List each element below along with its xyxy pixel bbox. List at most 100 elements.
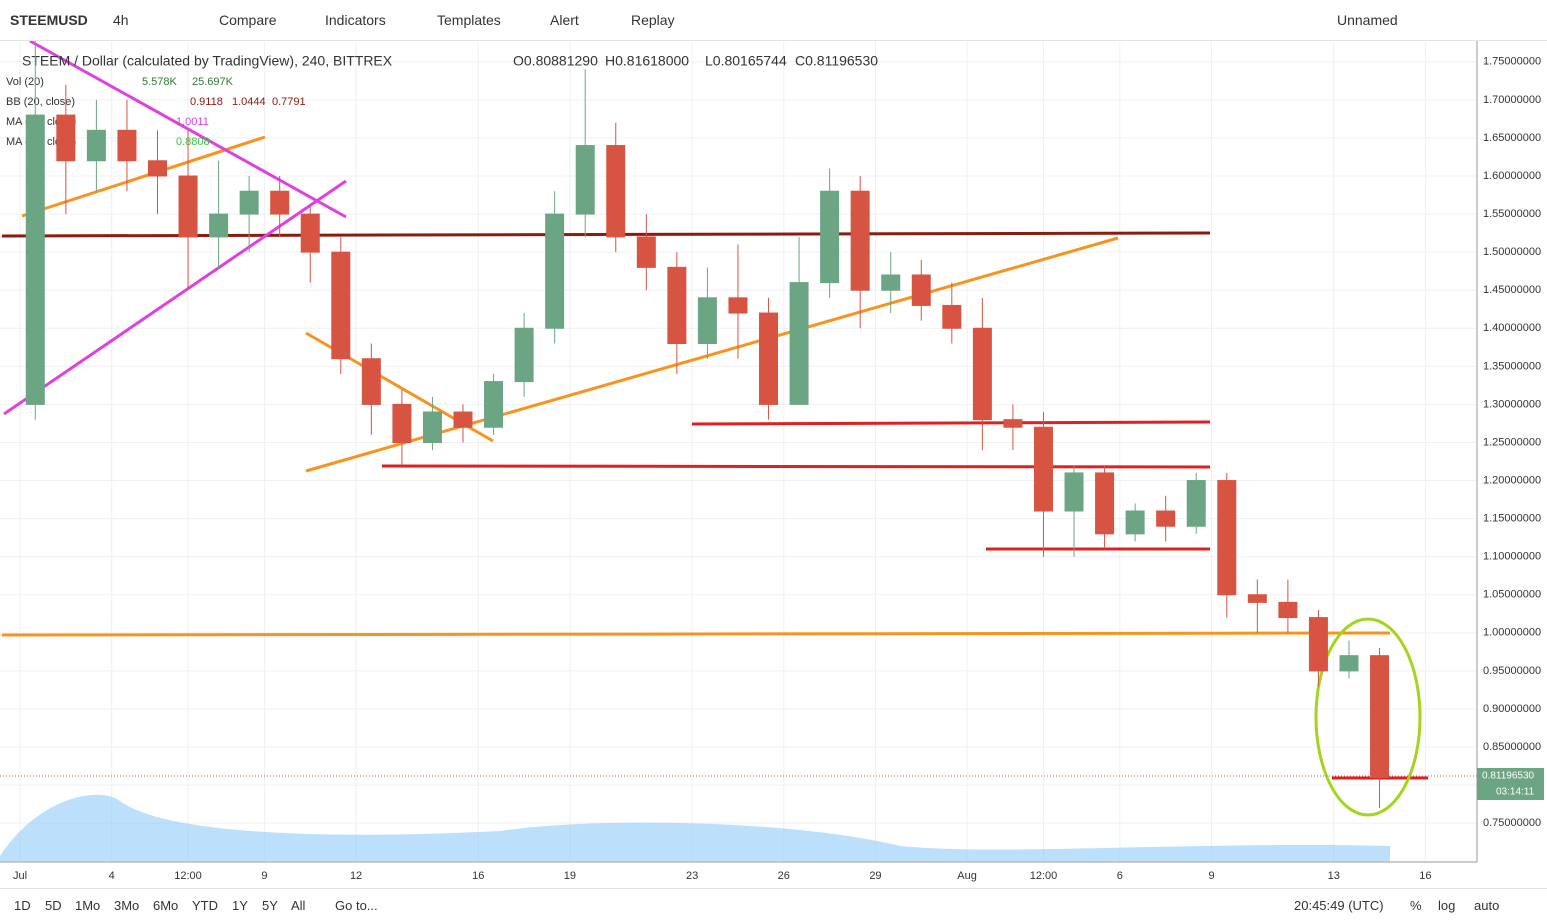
- x-tick-label: 16: [1419, 870, 1431, 882]
- legend-ohlc: C0.81196530: [795, 53, 878, 69]
- y-tick-label: 1.55000000: [1483, 208, 1541, 220]
- candle-body: [972, 327, 992, 421]
- study-value: 1.0011: [176, 116, 209, 128]
- candle-body: [209, 213, 229, 238]
- candle-body: [300, 213, 320, 253]
- symbol[interactable]: STEEMUSD: [10, 12, 88, 28]
- x-tick-label: 16: [472, 870, 484, 882]
- option[interactable]: auto: [1474, 898, 1500, 913]
- y-tick-label: 1.65000000: [1483, 132, 1541, 144]
- y-tick-label: 0.85000000: [1483, 741, 1541, 753]
- toolbar-item[interactable]: Indicators: [325, 12, 386, 28]
- y-tick-label: 1.25000000: [1483, 436, 1541, 448]
- range[interactable]: 6Mo: [153, 898, 179, 913]
- candle-body: [1186, 480, 1206, 527]
- candle-body: [942, 304, 962, 329]
- candle-body: [453, 411, 473, 428]
- y-tick-label: 1.00000000: [1483, 627, 1541, 639]
- candle-body: [1095, 472, 1115, 535]
- drawings: [1, 41, 1428, 817]
- last-price-label: 0.81196530: [1482, 771, 1535, 782]
- x-tick-label: Aug: [957, 870, 977, 882]
- range[interactable]: 5Y: [262, 898, 278, 913]
- y-tick-label: 0.75000000: [1483, 817, 1541, 829]
- candle-body: [606, 145, 626, 238]
- candle-body: [1247, 594, 1267, 603]
- y-tick-label: 1.20000000: [1483, 474, 1541, 486]
- candle-body: [667, 266, 687, 345]
- option[interactable]: %: [1410, 898, 1422, 913]
- candle-body: [331, 251, 351, 360]
- study-value: 25.697K: [192, 76, 234, 88]
- candle-body: [636, 236, 656, 268]
- candle-body: [1308, 617, 1328, 672]
- candle-body: [1003, 419, 1023, 428]
- x-tick-label: 29: [869, 870, 881, 882]
- study-value: 0.9118: [190, 96, 223, 108]
- x-tick-label: 4: [109, 870, 115, 882]
- x-tick-label: 23: [686, 870, 698, 882]
- goto[interactable]: Go to...: [335, 898, 378, 913]
- study-value: 5.578K: [142, 76, 178, 88]
- candle-body: [697, 297, 717, 345]
- y-tick-label: 0.90000000: [1483, 703, 1541, 715]
- y-tick-label: 1.40000000: [1483, 322, 1541, 334]
- range[interactable]: 3Mo: [114, 898, 140, 913]
- candle-body: [1064, 472, 1084, 512]
- bottom-toolbar: 1D 5D 1Mo 3Mo 6Mo YTD 1Y 5Y All Go to...…: [0, 888, 1547, 921]
- legend-title: STEEM / Dollar (calculated by TradingVie…: [22, 53, 393, 69]
- toolbar-item[interactable]: Alert: [550, 12, 579, 28]
- y-tick-label: 1.35000000: [1483, 360, 1541, 372]
- candle-body: [117, 129, 137, 162]
- y-tick-label: 1.60000000: [1483, 170, 1541, 182]
- candle-body: [881, 274, 901, 291]
- candle-body: [361, 358, 381, 405]
- study-name: BB (20, close): [6, 96, 75, 108]
- x-tick-label: Jul: [13, 870, 27, 882]
- countdown: 03:14:11: [1496, 787, 1535, 798]
- x-tick-label: 26: [778, 870, 790, 882]
- candle-body: [514, 327, 534, 383]
- layout-name[interactable]: Unnamed: [1337, 12, 1398, 28]
- toolbar-item[interactable]: Compare: [219, 12, 277, 28]
- option[interactable]: log: [1438, 898, 1456, 913]
- x-tick-label: 13: [1328, 870, 1340, 882]
- y-tick-label: 1.45000000: [1483, 284, 1541, 296]
- candle-body: [789, 282, 809, 405]
- y-tick-label: 1.05000000: [1483, 589, 1541, 601]
- candle-body: [1125, 510, 1145, 535]
- range[interactable]: 1Y: [232, 898, 248, 913]
- y-tick-label: 1.15000000: [1483, 513, 1541, 525]
- candle-body: [422, 411, 442, 443]
- candle-body: [484, 381, 504, 428]
- candle-body: [178, 175, 198, 238]
- candle-body: [1217, 480, 1237, 596]
- study-name: Vol (20): [6, 76, 44, 88]
- candle-body: [1370, 655, 1390, 778]
- study-value: 0.7791: [272, 96, 306, 108]
- x-tick-label: 6: [1117, 870, 1123, 882]
- top-toolbar: STEEMUSD 4h Compare Indicators Templates…: [0, 0, 1547, 41]
- toolbar-item[interactable]: Replay: [631, 12, 675, 28]
- range[interactable]: 1Mo: [75, 898, 101, 913]
- y-tick-label: 1.75000000: [1483, 56, 1541, 68]
- candle-body: [759, 312, 779, 405]
- x-tick-label: 12:00: [174, 870, 202, 882]
- candle-body: [1339, 655, 1359, 672]
- candle-body: [1033, 426, 1053, 512]
- y-tick-label: 1.50000000: [1483, 246, 1541, 258]
- range[interactable]: All: [291, 898, 306, 913]
- candle-body: [545, 213, 565, 329]
- range[interactable]: 1D: [14, 898, 31, 913]
- toolbar-item[interactable]: Templates: [437, 12, 501, 28]
- candle-body: [850, 190, 870, 291]
- candle-body: [728, 297, 748, 314]
- range[interactable]: 5D: [45, 898, 62, 913]
- range[interactable]: YTD: [192, 898, 218, 913]
- clock: 20:45:49 (UTC): [1294, 898, 1384, 913]
- candle-body: [56, 114, 76, 162]
- interval[interactable]: 4h: [113, 12, 129, 28]
- legend-ohlc: H0.81618000: [605, 53, 689, 69]
- y-tick-label: 1.30000000: [1483, 398, 1541, 410]
